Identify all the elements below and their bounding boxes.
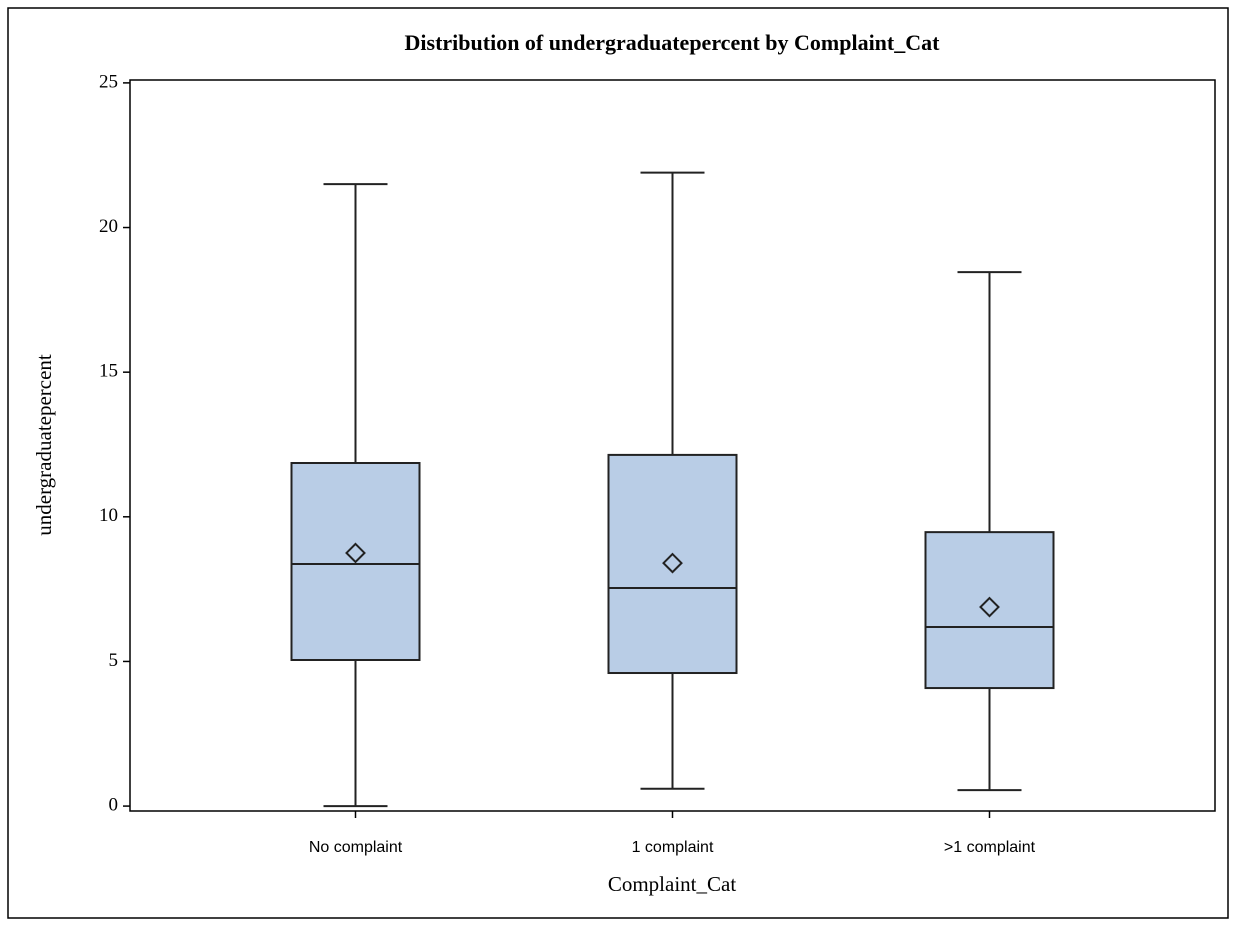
page-frame — [7, 7, 1229, 919]
mean-marker — [662, 552, 683, 574]
y-tick-label: 20 — [99, 216, 118, 237]
x-axis-label: Complaint_Cat — [608, 872, 736, 896]
x-tick-label: >1 complaint — [944, 839, 1036, 856]
box — [607, 453, 738, 675]
x-tick-label: 1 complaint — [632, 839, 714, 856]
y-axis-label: undergraduatepercent — [32, 354, 56, 536]
mean-marker — [979, 596, 1000, 618]
chart-title: Distribution of undergraduatepercent by … — [405, 30, 941, 55]
mean-marker — [345, 542, 366, 564]
y-tick-label: 25 — [99, 71, 118, 92]
y-tick-label: 5 — [109, 650, 119, 671]
box — [924, 531, 1055, 690]
x-tick-label: No complaint — [309, 839, 403, 856]
y-tick-label: 0 — [109, 794, 119, 815]
y-tick-label: 15 — [99, 361, 118, 382]
y-tick-label: 10 — [99, 505, 118, 526]
